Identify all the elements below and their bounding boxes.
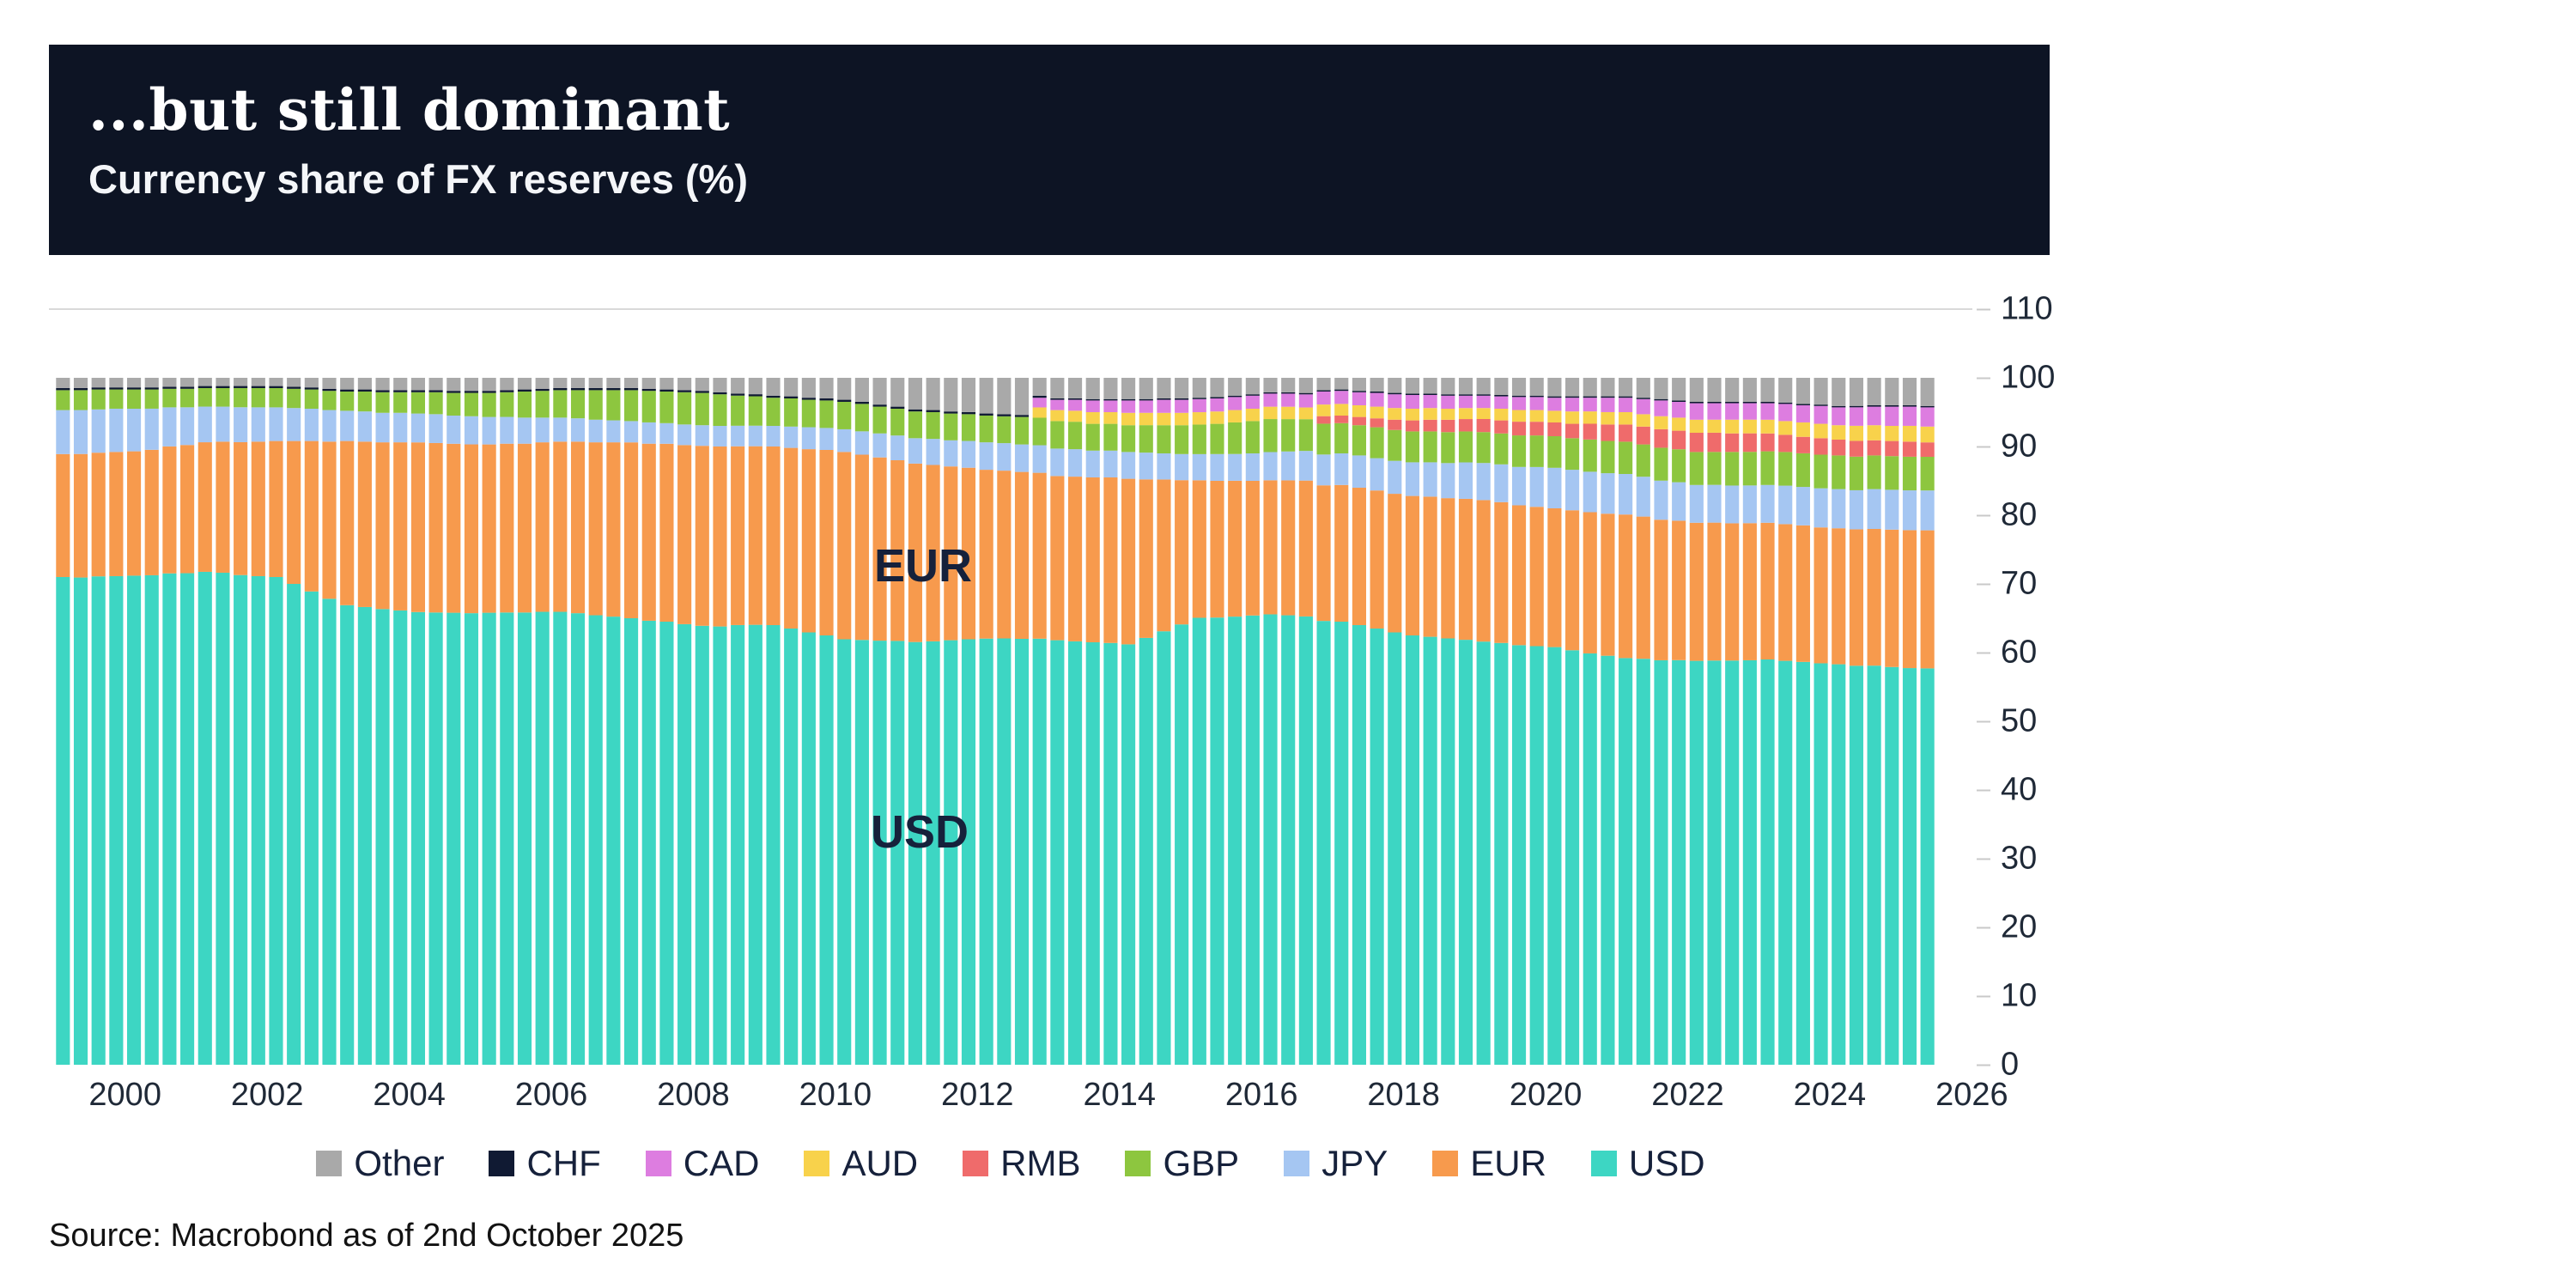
x-tick-label: 2010 — [799, 1077, 872, 1113]
series-chf — [56, 386, 1935, 417]
x-tick-label: 2022 — [1651, 1077, 1724, 1113]
legend-item-chf: CHF — [489, 1143, 601, 1184]
y-tick-label: 20 — [2001, 908, 2038, 945]
usd-area-label: USD — [871, 806, 969, 858]
y-tick: 10 — [1977, 978, 2037, 1015]
y-tick-mark — [1977, 927, 1990, 928]
chart-header: ...but still dominant Currency share of … — [49, 45, 2050, 255]
legend-item-aud: AUD — [804, 1143, 918, 1184]
x-tick-label: 2012 — [941, 1077, 1014, 1113]
y-tick: 60 — [1977, 635, 2037, 671]
y-tick: 20 — [1977, 909, 2037, 946]
legend-label: CHF — [526, 1143, 601, 1183]
y-tick-mark — [1977, 514, 1990, 516]
series-rmb — [1316, 416, 1935, 457]
y-tick-label: 90 — [2001, 428, 2038, 465]
x-tick-label: 2018 — [1367, 1077, 1440, 1113]
x-tick-label: 2014 — [1083, 1077, 1157, 1113]
y-tick: 110 — [1977, 291, 2053, 328]
y-tick: 30 — [1977, 841, 2037, 878]
legend: Other CHF CAD AUD RMB GBP JPY EUR USD — [49, 1142, 1972, 1185]
legend-label: EUR — [1470, 1143, 1546, 1183]
y-tick-label: 60 — [2001, 634, 2038, 671]
series-aud — [1032, 404, 1935, 443]
y-tick-mark — [1977, 720, 1990, 722]
y-tick-mark — [1977, 1064, 1990, 1066]
y-tick: 80 — [1977, 497, 2037, 534]
chart-title: ...but still dominant — [88, 76, 731, 143]
legend-swatch — [645, 1151, 671, 1176]
legend-item-other: Other — [316, 1143, 444, 1184]
legend-label: RMB — [1000, 1143, 1081, 1183]
y-tick: 100 — [1977, 360, 2055, 397]
legend-swatch — [1125, 1151, 1151, 1176]
y-tick-label: 80 — [2001, 496, 2038, 533]
x-tick-label: 2024 — [1793, 1077, 1867, 1113]
legend-item-gbp: GBP — [1125, 1143, 1239, 1184]
y-tick-label: 50 — [2001, 702, 2038, 739]
legend-swatch — [963, 1151, 989, 1176]
y-tick-label: 0 — [2001, 1046, 2020, 1083]
y-tick-label: 40 — [2001, 771, 2038, 808]
x-tick-label: 2008 — [657, 1077, 730, 1113]
y-tick: 50 — [1977, 703, 2037, 740]
y-tick-label: 30 — [2001, 840, 2038, 877]
y-tick-mark — [1977, 377, 1990, 379]
series-other — [56, 378, 1935, 416]
legend-swatch — [316, 1151, 343, 1176]
y-tick: 70 — [1977, 566, 2037, 603]
y-tick-label: 110 — [2001, 290, 2053, 327]
y-tick-mark — [1977, 858, 1990, 860]
x-tick-label: 2004 — [373, 1077, 446, 1113]
y-tick-mark — [1977, 308, 1990, 310]
legend-label: AUD — [841, 1143, 919, 1183]
chart-subtitle: Currency share of FX reserves (%) — [88, 155, 748, 202]
y-tick-mark — [1977, 446, 1990, 447]
legend-item-eur: EUR — [1432, 1143, 1546, 1184]
legend-label: JPY — [1321, 1143, 1388, 1183]
legend-label: USD — [1628, 1143, 1705, 1183]
y-tick-mark — [1977, 995, 1990, 997]
y-tick-label: 10 — [2001, 977, 2038, 1014]
y-tick-label: 70 — [2001, 565, 2038, 602]
legend-swatch — [1284, 1151, 1310, 1176]
y-tick-label: 100 — [2001, 359, 2056, 396]
gridline-110 — [49, 308, 1972, 310]
series-cad — [1032, 391, 1935, 427]
legend-item-rmb: RMB — [963, 1143, 1080, 1184]
source-note: Source: Macrobond as of 2nd October 2025 — [49, 1218, 684, 1254]
stacked-bar-plot — [56, 378, 1935, 1065]
y-tick: 0 — [1977, 1047, 2019, 1084]
y-tick-mark — [1977, 652, 1990, 653]
y-tick: 90 — [1977, 428, 2037, 465]
x-tick-label: 2006 — [514, 1077, 588, 1113]
x-tick-label: 2002 — [230, 1077, 304, 1113]
eur-area-label: EUR — [874, 540, 973, 592]
series-gbp — [56, 387, 1935, 491]
legend-item-cad: CAD — [645, 1143, 760, 1184]
legend-item-jpy: JPY — [1284, 1143, 1388, 1184]
x-tick-label: 2026 — [1935, 1077, 2008, 1113]
x-tick-label: 2020 — [1509, 1077, 1583, 1113]
y-tick: 40 — [1977, 772, 2037, 809]
x-tick-label: 2000 — [88, 1077, 161, 1113]
x-tick-label: 2016 — [1224, 1077, 1298, 1113]
legend-label: Other — [354, 1143, 445, 1183]
legend-item-usd: USD — [1590, 1143, 1705, 1184]
legend-swatch — [1590, 1151, 1617, 1176]
series-jpy — [56, 406, 1935, 531]
y-tick-mark — [1977, 583, 1990, 585]
y-tick-mark — [1977, 789, 1990, 791]
legend-swatch — [804, 1151, 830, 1176]
legend-swatch — [1432, 1151, 1459, 1176]
legend-label: GBP — [1163, 1143, 1240, 1183]
legend-label: CAD — [683, 1143, 760, 1183]
legend-swatch — [489, 1151, 515, 1176]
series-eur — [56, 440, 1935, 669]
series-usd — [56, 571, 1935, 1065]
